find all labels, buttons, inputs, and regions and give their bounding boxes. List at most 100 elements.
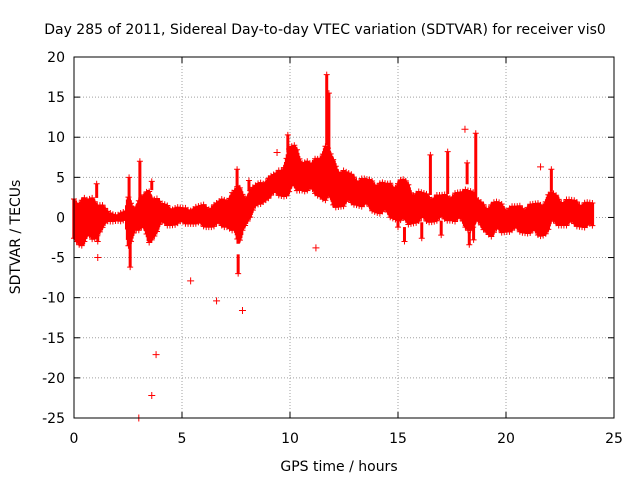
sample-point (309, 160, 316, 167)
sample-point (288, 143, 295, 150)
sample-point (275, 192, 282, 199)
sample-point (122, 217, 129, 224)
outlier-point (213, 297, 221, 305)
sample-point (76, 241, 83, 248)
sample-point (485, 205, 492, 212)
sample-point (343, 198, 350, 205)
sample-point (317, 155, 324, 162)
sample-point (280, 193, 287, 200)
x-axis-label: GPS time / hours (280, 459, 397, 475)
sample-point (86, 195, 93, 202)
sample-point (516, 202, 523, 209)
sample-point (299, 187, 306, 194)
sample-point (524, 204, 531, 211)
sample-point (553, 192, 560, 199)
x-tick-label: 0 (70, 431, 79, 447)
sample-point (301, 159, 308, 166)
sample-point (384, 208, 391, 215)
sample-point (73, 238, 80, 245)
sample-point (415, 188, 422, 195)
sample-point (244, 193, 251, 200)
sample-point (464, 187, 471, 194)
sample-point (130, 230, 137, 237)
sample-point (267, 192, 274, 199)
sample-point (560, 199, 567, 206)
spike-point (136, 158, 143, 165)
data-points (71, 71, 596, 422)
y-tick-label: -20 (42, 371, 65, 387)
sample-point (449, 217, 456, 224)
sample-point (584, 222, 591, 229)
sample-point (340, 203, 347, 210)
sample-point (490, 229, 497, 236)
sample-point (330, 156, 337, 163)
sample-point (545, 226, 552, 233)
spike-point (401, 238, 408, 245)
sample-point (159, 218, 166, 225)
sample-point (146, 188, 153, 195)
sample-point (571, 220, 578, 227)
sample-point (405, 221, 412, 228)
sample-point (527, 230, 534, 237)
sample-point (589, 222, 596, 229)
sample-point (337, 170, 344, 177)
sample-point (102, 205, 109, 212)
sample-point (164, 202, 171, 209)
y-tick-label: 15 (47, 90, 65, 106)
sample-point (402, 216, 409, 223)
sample-point (83, 196, 90, 203)
sample-point (537, 201, 544, 208)
sample-point (117, 209, 124, 216)
sample-point (91, 198, 98, 205)
sample-point (216, 219, 223, 226)
spike-point (127, 264, 134, 271)
sample-point (213, 220, 220, 227)
sample-point (122, 208, 129, 215)
spike-point (284, 131, 291, 138)
sample-point (210, 223, 217, 230)
sample-point (340, 167, 347, 174)
sample-point (283, 192, 290, 199)
sample-point (405, 181, 412, 188)
sample-point (278, 167, 285, 174)
sample-point (81, 238, 88, 245)
chart-title: Day 285 of 2011, Sidereal Day-to-day VTE… (44, 22, 606, 38)
x-tick-label: 15 (389, 431, 407, 447)
sample-point (532, 227, 539, 234)
sample-point (255, 180, 262, 187)
sample-point (330, 201, 337, 208)
sample-point (480, 201, 487, 208)
sample-point (514, 225, 521, 232)
outlier-point (273, 148, 281, 156)
x-tick-label: 5 (178, 431, 187, 447)
sample-point (516, 228, 523, 235)
sample-point (589, 200, 596, 207)
sample-point (143, 230, 150, 237)
sample-point (537, 233, 544, 240)
sample-point (397, 176, 404, 183)
sample-point (483, 228, 490, 235)
sample-point (319, 151, 326, 158)
sample-point (477, 199, 484, 206)
sample-point (156, 221, 163, 228)
sample-point (477, 221, 484, 228)
sample-point (244, 217, 251, 224)
sample-point (358, 203, 365, 210)
sample-point (542, 230, 549, 237)
sample-point (236, 184, 243, 191)
sample-point (128, 200, 135, 207)
sample-point (439, 213, 446, 220)
sample-point (423, 190, 430, 197)
sample-point (392, 184, 399, 191)
sample-point (286, 188, 293, 195)
sample-point (252, 202, 259, 209)
spike-point (323, 71, 330, 78)
sample-point (581, 199, 588, 206)
sample-point (345, 196, 352, 203)
x-tick-label: 25 (605, 431, 623, 447)
sample-point (462, 186, 469, 193)
sample-point (138, 223, 145, 230)
sample-point (534, 231, 541, 238)
spike-point (148, 178, 155, 185)
sample-point (332, 163, 339, 170)
